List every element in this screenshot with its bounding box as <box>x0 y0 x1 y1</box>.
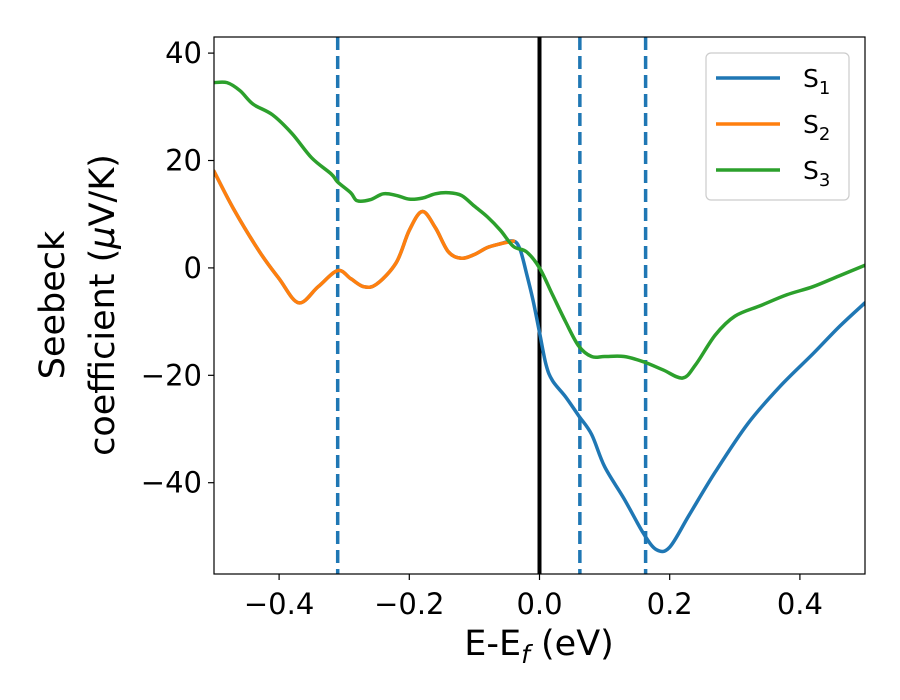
y-tick-label: −20 <box>141 358 202 392</box>
legend-box <box>705 52 850 201</box>
y-axis: 40 20 0 −20 −40 <box>141 36 214 500</box>
x-axis: −0.4 −0.2 0.0 0.2 0.4 <box>244 574 823 621</box>
y-tick-label: −40 <box>141 466 202 500</box>
y-tick-label: 20 <box>165 144 202 178</box>
x-axis-title: E-Ef (eV) <box>464 624 614 669</box>
series-line-s3 <box>214 80 865 380</box>
y-axis-title: Seebeck coefficient (μV/K) <box>33 154 123 456</box>
x-tick-label: 0.2 <box>647 587 693 621</box>
legend-label-s1: S1 <box>803 64 830 99</box>
legend: S1 S2 S3 <box>705 52 850 201</box>
y-axis-title-line1: Seebeck <box>33 230 73 379</box>
y-tick-label: 40 <box>165 36 202 70</box>
x-tick-label: −0.2 <box>374 587 444 621</box>
series-line-s2 <box>214 169 516 305</box>
plot-area <box>213 36 866 575</box>
x-tick-label: −0.4 <box>244 587 314 621</box>
plot-lines <box>214 37 865 574</box>
legend-label-s3: S3 <box>803 156 830 191</box>
y-axis-title-line2: coefficient (μV/K) <box>83 154 123 456</box>
x-tick-label: 0.4 <box>777 587 823 621</box>
legend-label-s2: S2 <box>803 110 830 145</box>
y-tick-label: 0 <box>184 251 202 285</box>
x-tick-label: 0.0 <box>516 587 562 621</box>
